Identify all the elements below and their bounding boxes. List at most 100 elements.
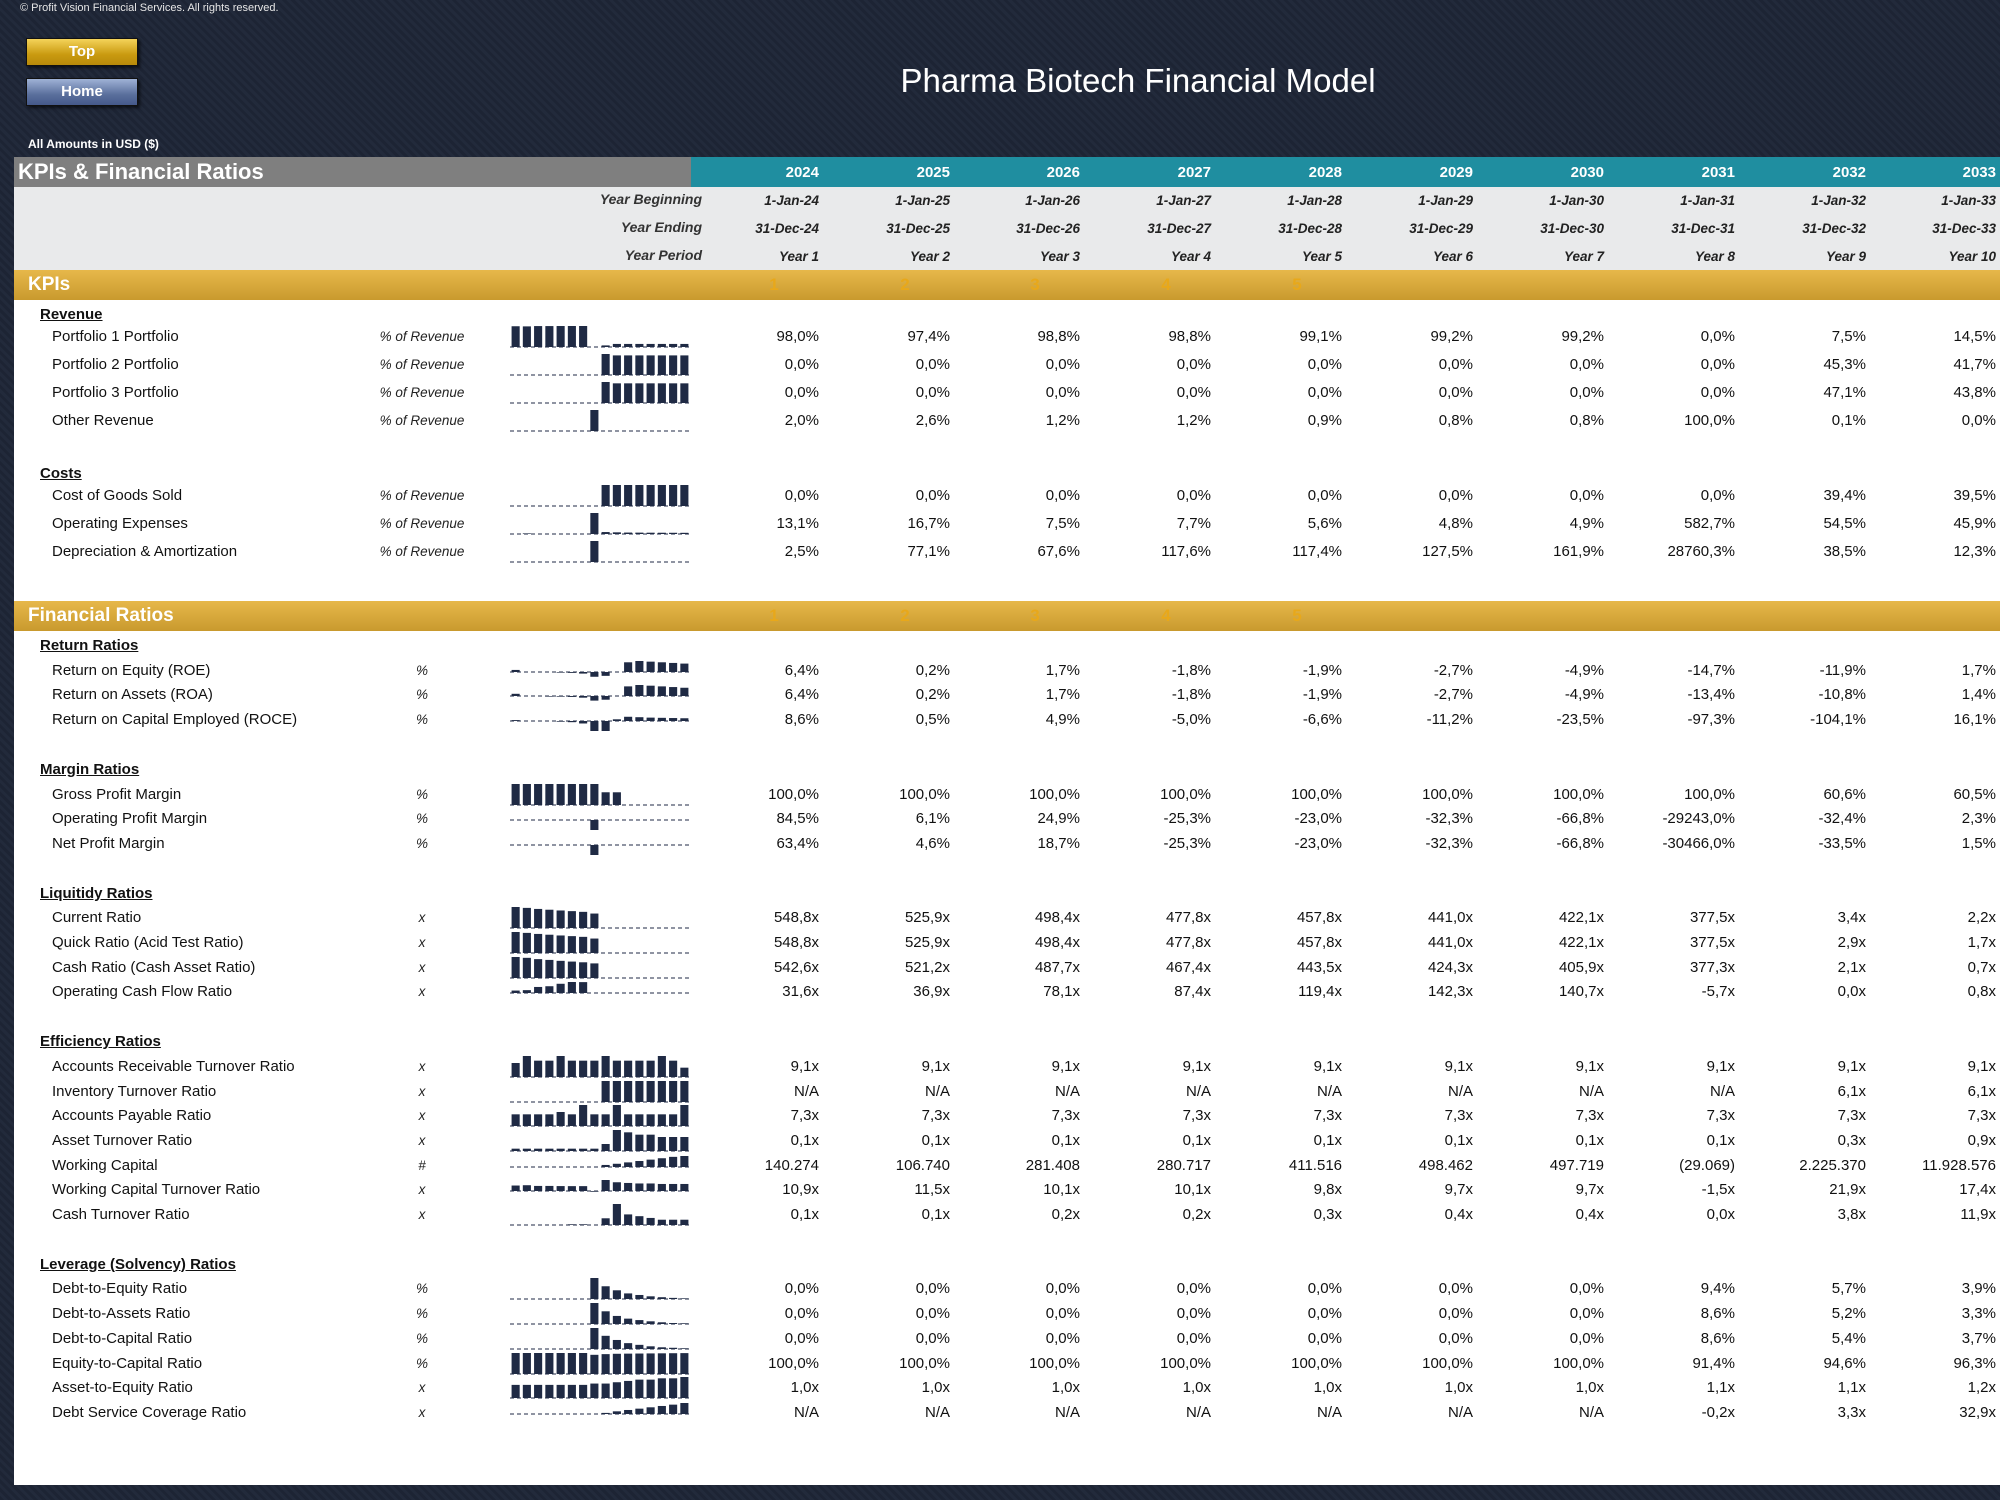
sparkline-bar bbox=[545, 783, 554, 805]
sparkline-bar bbox=[567, 936, 576, 954]
header-cell: 1-Jan-29 bbox=[1418, 193, 1473, 208]
row-value: 0,0% bbox=[1438, 486, 1473, 504]
sparkline-bar bbox=[657, 1184, 666, 1192]
row-value: 0,1x bbox=[921, 1131, 950, 1149]
row-value: 441,0x bbox=[1427, 934, 1473, 951]
row-value: 0,3x bbox=[1837, 1131, 1866, 1149]
sparkline-bar bbox=[590, 1354, 599, 1374]
row-unit: % of Revenue bbox=[379, 328, 465, 344]
sparkline-bar bbox=[624, 1183, 633, 1192]
home-button[interactable]: Home bbox=[26, 78, 138, 106]
row-value: 31,6x bbox=[782, 983, 819, 1001]
sparkline-bar bbox=[522, 932, 531, 953]
sparkline-bar bbox=[669, 1404, 678, 1414]
sparkline-bar bbox=[646, 1296, 655, 1300]
sparkline-bar bbox=[624, 1114, 633, 1127]
header-cell: Year 4 bbox=[1170, 249, 1211, 264]
sparkline-bar bbox=[601, 1143, 610, 1151]
sparkline-bar bbox=[545, 1385, 554, 1399]
row-value: N/A bbox=[1447, 1403, 1473, 1421]
row-value: 10,1x bbox=[1174, 1181, 1211, 1199]
sparkline-bar bbox=[624, 1318, 633, 1325]
sparkline-bar bbox=[657, 1322, 666, 1325]
sparkline-bar bbox=[556, 960, 565, 978]
row-label: Net Profit Margin bbox=[52, 834, 165, 852]
top-button[interactable]: Top bbox=[26, 38, 138, 66]
row-value: 0,0% bbox=[1569, 1329, 1604, 1347]
sparkline-bar bbox=[590, 1060, 599, 1077]
sparkline-bar bbox=[612, 343, 621, 347]
row-label: Operating Expenses bbox=[52, 514, 188, 532]
row-value: 9,1x bbox=[1444, 1057, 1473, 1075]
row-value: 0,0% bbox=[1569, 486, 1604, 504]
row-value: -66,8% bbox=[1556, 834, 1604, 852]
row-value: 0,1x bbox=[921, 1206, 950, 1223]
sparkline-bar bbox=[579, 936, 588, 953]
row-value: 100,0% bbox=[899, 785, 950, 803]
header-cell: Year 5 bbox=[1301, 249, 1342, 264]
sparkline-bar bbox=[612, 791, 621, 805]
row-value: 39,5% bbox=[1953, 486, 1996, 504]
year-header-2024: 2024 bbox=[785, 164, 819, 181]
sparkline-bar bbox=[511, 907, 520, 929]
sparkline-bar bbox=[579, 721, 588, 724]
row-value: 0,0% bbox=[1307, 355, 1342, 373]
row-value: 140.274 bbox=[764, 1156, 819, 1174]
sparkline-bar bbox=[669, 1156, 678, 1167]
section-col-number: 3 bbox=[1030, 606, 1040, 625]
row-value: 1,0x bbox=[790, 1379, 819, 1397]
row-value: 377,5x bbox=[1689, 934, 1735, 951]
sparkline-bar bbox=[511, 1352, 520, 1374]
sparkline-bar bbox=[657, 1136, 666, 1151]
header-row-label: Year Beginning bbox=[599, 191, 702, 207]
row-value: 6,4% bbox=[784, 661, 819, 679]
row-value: -23,0% bbox=[1294, 834, 1342, 852]
row-value: 4,9% bbox=[1569, 514, 1604, 532]
row-value: 8,6% bbox=[784, 711, 819, 729]
row-value: 3,3x bbox=[1837, 1403, 1866, 1421]
row-value: 1,0x bbox=[1444, 1379, 1473, 1397]
row-value: 0,3x bbox=[1313, 1206, 1342, 1223]
sparkline-bar bbox=[646, 717, 655, 722]
row-value: (29.069) bbox=[1679, 1156, 1735, 1174]
sparkline-bar bbox=[567, 1060, 576, 1077]
row-value: N/A bbox=[1185, 1403, 1211, 1421]
row-label: Debt-to-Assets Ratio bbox=[52, 1305, 191, 1323]
row-value: 7,5% bbox=[1045, 514, 1080, 532]
sparkline-bar bbox=[635, 355, 644, 375]
section-title: KPIs bbox=[28, 274, 71, 295]
row-value: 14,5% bbox=[1953, 327, 1996, 345]
sparkline-bar bbox=[534, 933, 543, 953]
row-value: 117,6% bbox=[1161, 542, 1211, 560]
row-value: 12,3% bbox=[1953, 542, 1996, 560]
row-value: 100,0% bbox=[1029, 1354, 1080, 1372]
sparkline-bar bbox=[680, 383, 689, 403]
row-value: 1,2x bbox=[1967, 1379, 1996, 1397]
sparkline-bar bbox=[624, 1409, 633, 1414]
sparkline-bar bbox=[612, 1060, 621, 1077]
sparkline-bar bbox=[624, 686, 633, 697]
sparkline-bar bbox=[669, 355, 678, 375]
row-value: 0,0% bbox=[1176, 1280, 1211, 1298]
sparkline-bar bbox=[680, 1402, 689, 1414]
row-value: 7,3x bbox=[1051, 1107, 1080, 1125]
row-value: 32,9x bbox=[1959, 1403, 1996, 1421]
sparkline-bar bbox=[567, 1114, 576, 1127]
sparkline-bar bbox=[635, 1183, 644, 1192]
sparkline-bar bbox=[511, 669, 520, 672]
row-value: 1,2% bbox=[1176, 411, 1211, 429]
table-title: KPIs & Financial Ratios bbox=[14, 157, 691, 187]
row-value: 9,1x bbox=[1837, 1057, 1866, 1075]
row-value: 0,0% bbox=[784, 1329, 819, 1347]
section-col-number: 4 bbox=[1161, 275, 1171, 294]
sparkline-bar bbox=[635, 1114, 644, 1127]
sparkline-bar bbox=[612, 1411, 621, 1414]
sparkline-chart bbox=[510, 1303, 690, 1325]
row-unit: # bbox=[418, 1157, 426, 1173]
row-label: Cash Ratio (Cash Asset Ratio) bbox=[52, 958, 256, 976]
row-value: 161,9% bbox=[1553, 542, 1604, 560]
header-cell: Year 2 bbox=[909, 249, 950, 264]
row-value: 100,0% bbox=[1160, 785, 1211, 803]
row-value: 2,5% bbox=[784, 542, 819, 560]
row-value: -32,4% bbox=[1818, 810, 1866, 828]
